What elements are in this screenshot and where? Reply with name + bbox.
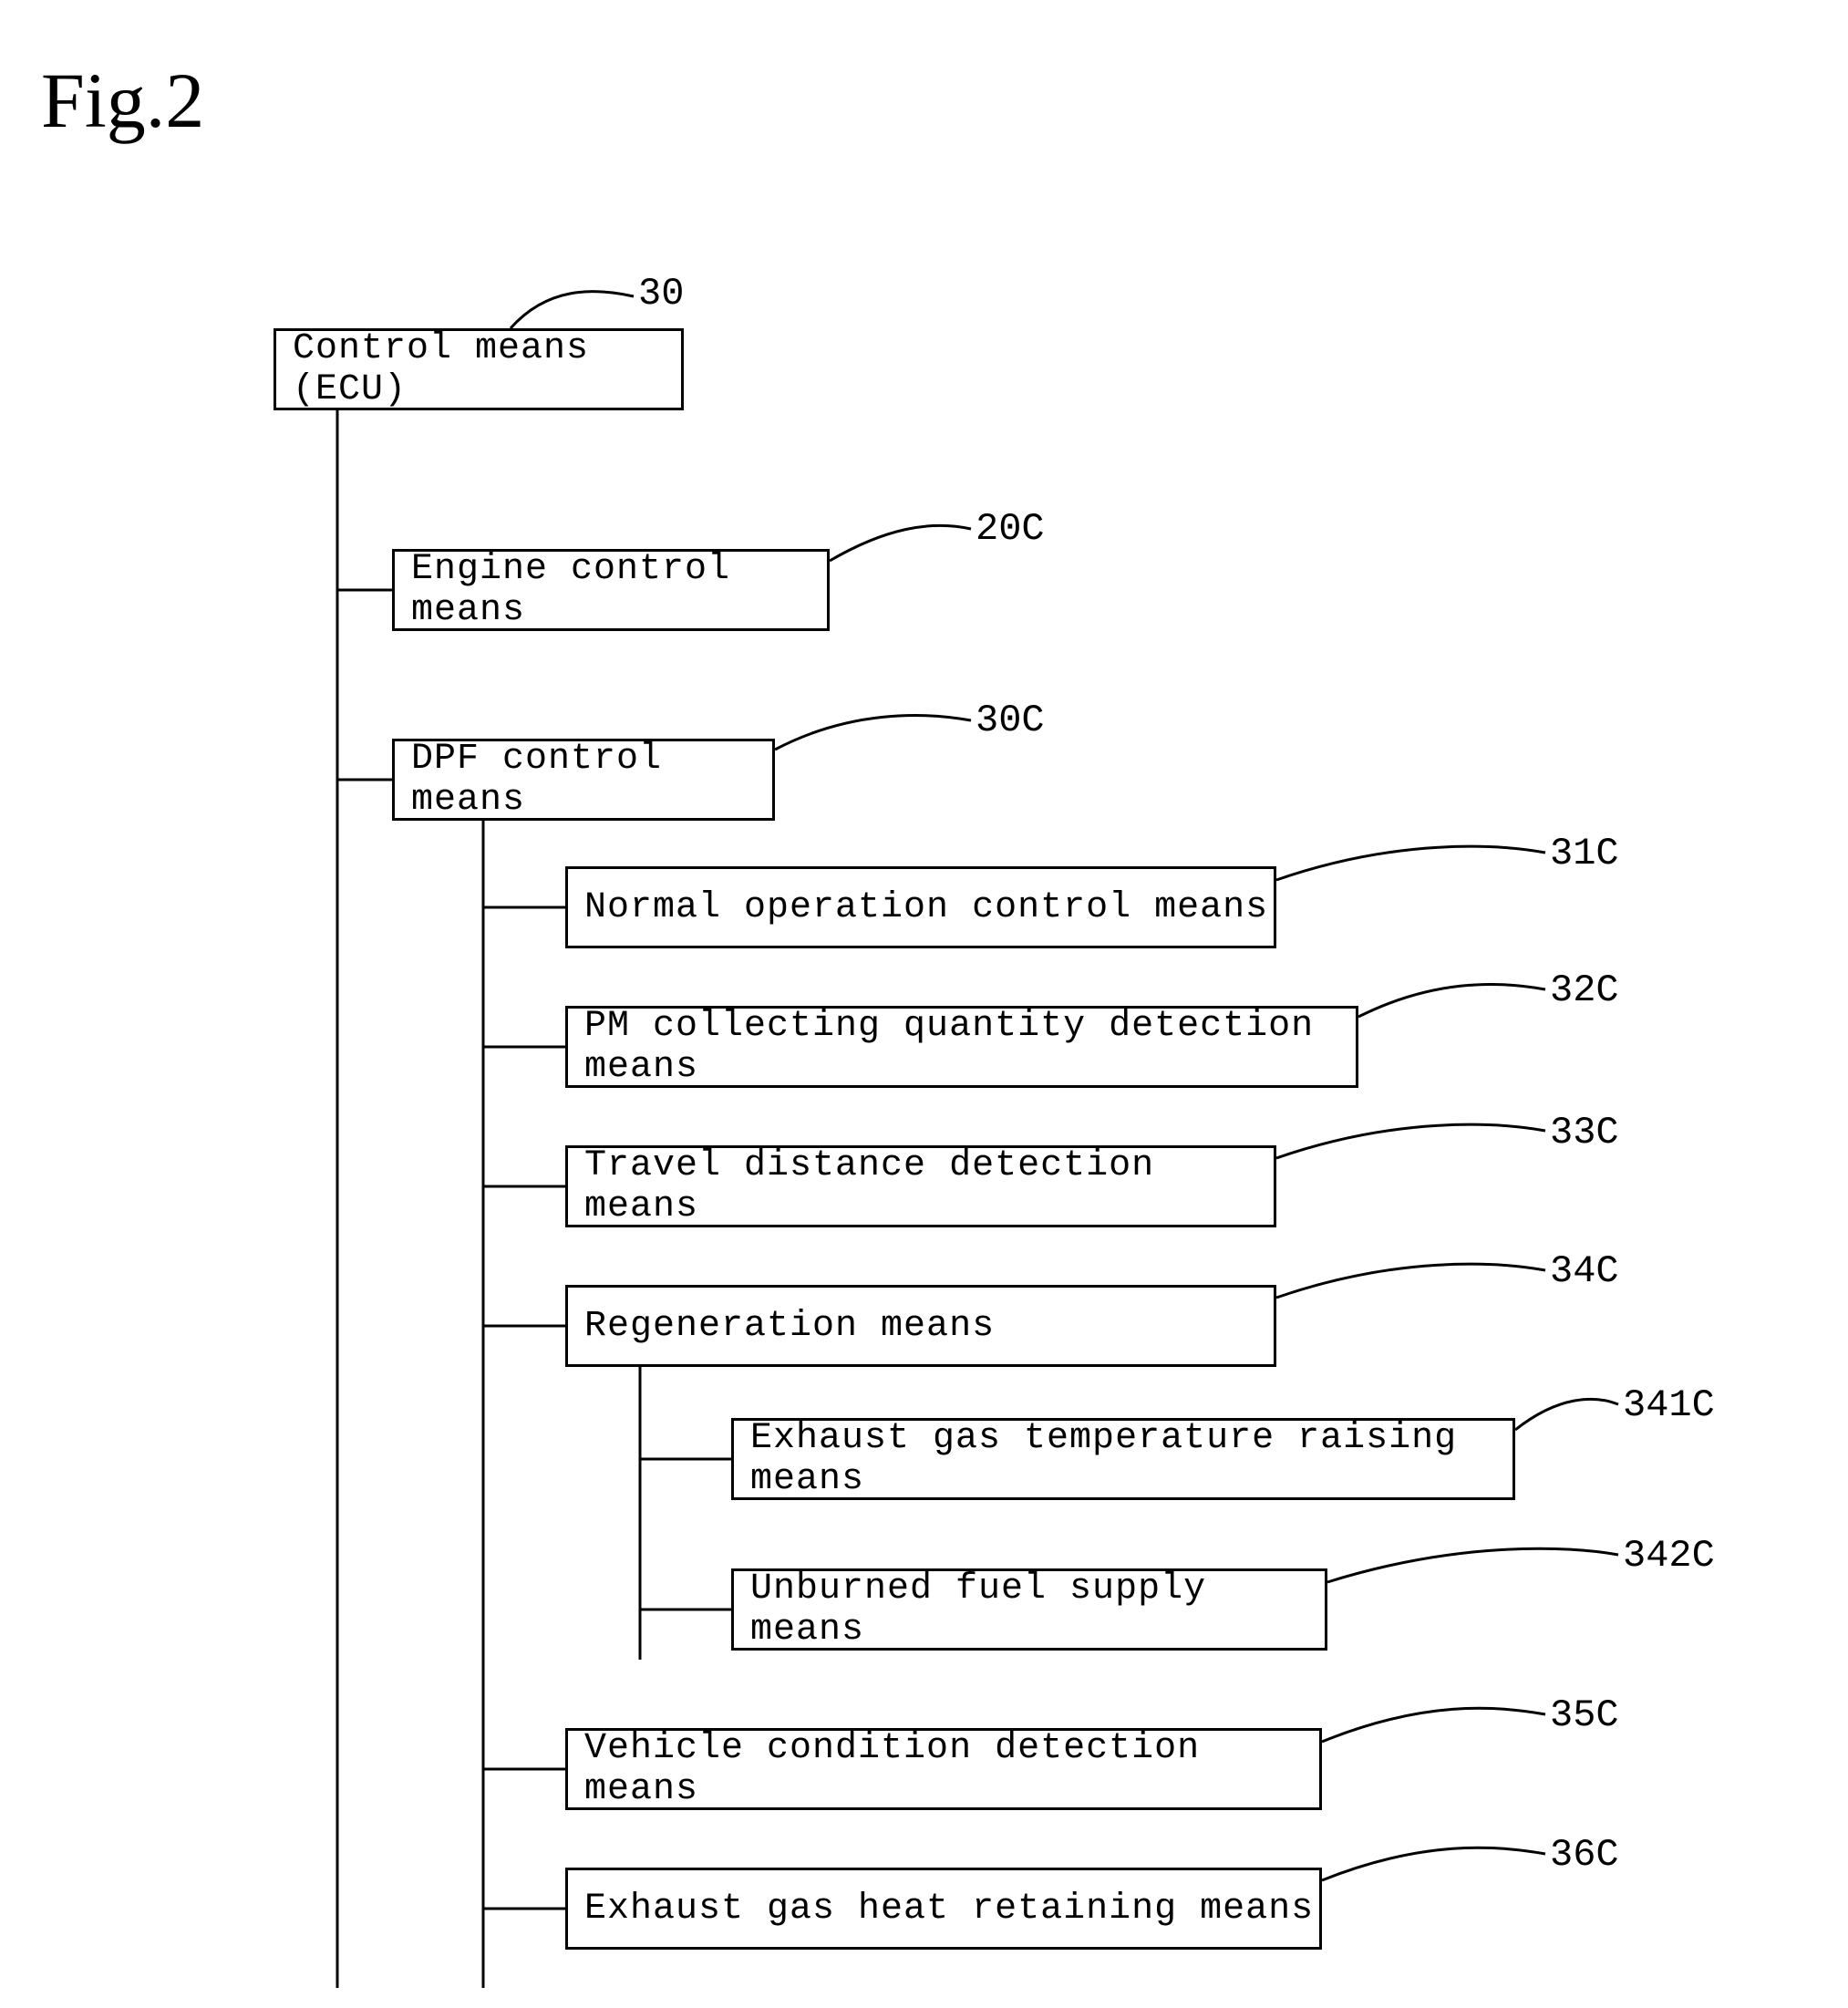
- box-regeneration: Regeneration means: [565, 1285, 1276, 1367]
- ref-unburned: 342C: [1623, 1534, 1715, 1578]
- box-travel-distance: Travel distance detection means: [565, 1145, 1276, 1227]
- ref-exraise: 341C: [1623, 1383, 1715, 1427]
- box-engine-control: Engine control means: [392, 549, 830, 631]
- ref-pmqty: 32C: [1550, 968, 1619, 1012]
- ref-travel: 33C: [1550, 1111, 1619, 1154]
- box-exhaust-heat-retaining: Exhaust gas heat retaining means: [565, 1868, 1322, 1950]
- ref-normal: 31C: [1550, 832, 1619, 875]
- box-ecu: Control means (ECU): [274, 328, 684, 410]
- page: Fig.2: [0, 0, 1848, 2008]
- box-dpf-control: DPF control means: [392, 739, 775, 821]
- box-pm-quantity: PM collecting quantity detection means: [565, 1006, 1358, 1088]
- box-normal-operation: Normal operation control means: [565, 866, 1276, 948]
- box-exhaust-temp-raising: Exhaust gas temperature raising means: [731, 1418, 1515, 1500]
- ref-exheat: 36C: [1550, 1833, 1619, 1877]
- ref-engine: 20C: [976, 507, 1045, 551]
- box-unburned-fuel: Unburned fuel supply means: [731, 1568, 1327, 1651]
- ref-ecu: 30: [638, 272, 684, 316]
- figure-label: Fig.2: [41, 55, 204, 146]
- box-vehicle-condition: Vehicle condition detection means: [565, 1728, 1322, 1810]
- ref-regen: 34C: [1550, 1249, 1619, 1293]
- ref-dpf: 30C: [976, 699, 1045, 742]
- ref-vehcond: 35C: [1550, 1693, 1619, 1737]
